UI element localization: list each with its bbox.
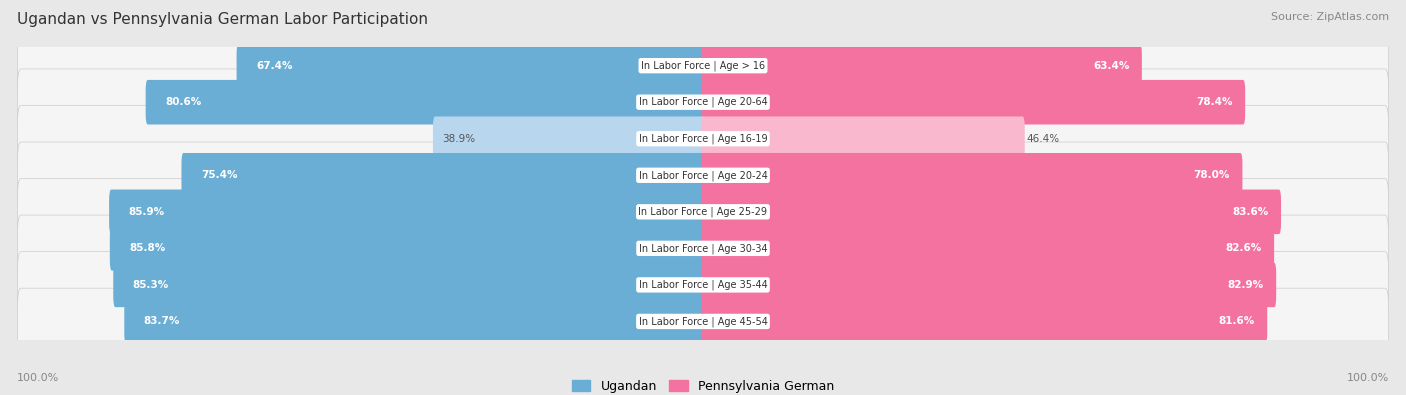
- Text: In Labor Force | Age 45-54: In Labor Force | Age 45-54: [638, 316, 768, 327]
- FancyBboxPatch shape: [17, 105, 1389, 172]
- FancyBboxPatch shape: [110, 226, 704, 271]
- Text: 83.7%: 83.7%: [143, 316, 180, 326]
- FancyBboxPatch shape: [17, 179, 1389, 245]
- Text: 67.4%: 67.4%: [256, 61, 292, 71]
- FancyBboxPatch shape: [702, 190, 1281, 234]
- Text: In Labor Force | Age > 16: In Labor Force | Age > 16: [641, 60, 765, 71]
- Text: In Labor Force | Age 20-24: In Labor Force | Age 20-24: [638, 170, 768, 181]
- Text: 85.8%: 85.8%: [129, 243, 166, 253]
- FancyBboxPatch shape: [17, 142, 1389, 209]
- Text: 82.6%: 82.6%: [1226, 243, 1261, 253]
- Text: In Labor Force | Age 35-44: In Labor Force | Age 35-44: [638, 280, 768, 290]
- FancyBboxPatch shape: [146, 80, 704, 124]
- Text: 100.0%: 100.0%: [1347, 373, 1389, 383]
- FancyBboxPatch shape: [114, 263, 704, 307]
- FancyBboxPatch shape: [702, 80, 1246, 124]
- Text: 78.4%: 78.4%: [1197, 97, 1233, 107]
- Text: In Labor Force | Age 30-34: In Labor Force | Age 30-34: [638, 243, 768, 254]
- FancyBboxPatch shape: [702, 117, 1025, 161]
- FancyBboxPatch shape: [702, 43, 1142, 88]
- Text: 82.9%: 82.9%: [1227, 280, 1264, 290]
- FancyBboxPatch shape: [110, 190, 704, 234]
- Text: In Labor Force | Age 16-19: In Labor Force | Age 16-19: [638, 134, 768, 144]
- FancyBboxPatch shape: [17, 288, 1389, 355]
- Text: 46.4%: 46.4%: [1026, 134, 1059, 144]
- FancyBboxPatch shape: [17, 32, 1389, 99]
- Text: 83.6%: 83.6%: [1233, 207, 1268, 217]
- FancyBboxPatch shape: [702, 299, 1267, 344]
- Text: 100.0%: 100.0%: [17, 373, 59, 383]
- Text: 85.9%: 85.9%: [128, 207, 165, 217]
- Legend: Ugandan, Pennsylvania German: Ugandan, Pennsylvania German: [567, 375, 839, 395]
- Text: 38.9%: 38.9%: [441, 134, 475, 144]
- FancyBboxPatch shape: [433, 117, 704, 161]
- FancyBboxPatch shape: [702, 153, 1243, 198]
- Text: 63.4%: 63.4%: [1092, 61, 1129, 71]
- Text: In Labor Force | Age 25-29: In Labor Force | Age 25-29: [638, 207, 768, 217]
- FancyBboxPatch shape: [124, 299, 704, 344]
- FancyBboxPatch shape: [17, 252, 1389, 318]
- Text: 81.6%: 81.6%: [1219, 316, 1254, 326]
- FancyBboxPatch shape: [236, 43, 704, 88]
- Text: 85.3%: 85.3%: [132, 280, 169, 290]
- Text: In Labor Force | Age 20-64: In Labor Force | Age 20-64: [638, 97, 768, 107]
- FancyBboxPatch shape: [702, 263, 1277, 307]
- Text: 75.4%: 75.4%: [201, 170, 238, 180]
- Text: Ugandan vs Pennsylvania German Labor Participation: Ugandan vs Pennsylvania German Labor Par…: [17, 12, 427, 27]
- Text: Source: ZipAtlas.com: Source: ZipAtlas.com: [1271, 12, 1389, 22]
- FancyBboxPatch shape: [17, 215, 1389, 282]
- FancyBboxPatch shape: [702, 226, 1274, 271]
- FancyBboxPatch shape: [181, 153, 704, 198]
- Text: 80.6%: 80.6%: [165, 97, 201, 107]
- Text: 78.0%: 78.0%: [1194, 170, 1230, 180]
- FancyBboxPatch shape: [17, 69, 1389, 135]
